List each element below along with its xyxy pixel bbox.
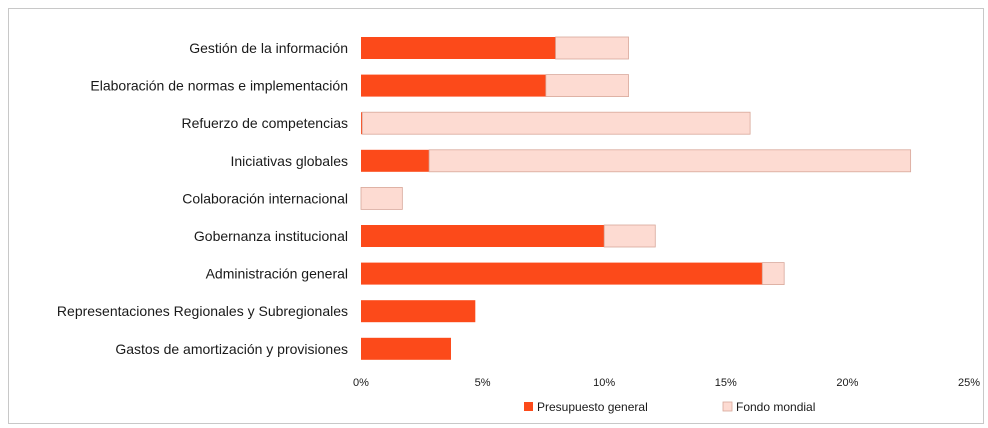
- x-axis-ticks: 0% 5% 10% 15% 20% 25%: [353, 377, 980, 389]
- category-label: Representaciones Regionales y Subregiona…: [57, 303, 348, 319]
- bar-fondo-1: [545, 74, 629, 97]
- category-label: Refuerzo de competencias: [181, 115, 348, 131]
- category-label: Gestión de la información: [189, 40, 348, 56]
- x-tick-label: 25%: [958, 377, 980, 389]
- x-tick-label: 10%: [593, 377, 615, 389]
- bar-presupuesto-3: [361, 149, 430, 172]
- legend-label-0: Presupuesto general: [537, 400, 648, 414]
- bar-presupuesto-5: [361, 225, 605, 247]
- category-label: Iniciativas globales: [230, 153, 348, 169]
- category-label: Elaboración de normas e implementación: [90, 78, 348, 94]
- x-tick-label: 15%: [715, 377, 737, 389]
- category-label: Gobernanza institucional: [194, 228, 348, 244]
- bar-fondo-6: [761, 262, 785, 286]
- bar-fondo-0: [555, 36, 629, 60]
- category-label: Colaboración internacional: [182, 190, 348, 206]
- bar-fondo-3: [428, 149, 912, 173]
- bar-presupuesto-8: [361, 337, 451, 360]
- legend-label-1: Fondo mondial: [736, 400, 815, 414]
- bar-presupuesto-2: [361, 112, 363, 135]
- bars-group: [360, 36, 912, 360]
- x-tick-label: 20%: [836, 377, 858, 389]
- category-label: Gastos de amortización y provisiones: [115, 341, 348, 357]
- bar-fondo-2: [361, 111, 751, 135]
- category-label: Administración general: [206, 266, 348, 282]
- bar-presupuesto-1: [361, 74, 546, 97]
- bar-presupuesto-0: [361, 37, 556, 59]
- bar-fondo-4: [360, 186, 403, 210]
- legend-swatch-0: [524, 402, 533, 411]
- legend: Presupuesto general Fondo mondial: [524, 400, 815, 414]
- category-labels: Gestión de la información Elaboración de …: [57, 40, 348, 357]
- x-tick-label: 5%: [475, 377, 491, 389]
- bar-fondo-5: [603, 224, 656, 248]
- bar-presupuesto-7: [361, 300, 476, 323]
- legend-swatch-1: [722, 401, 733, 412]
- bar-presupuesto-6: [361, 262, 763, 285]
- x-tick-label: 0%: [353, 377, 369, 389]
